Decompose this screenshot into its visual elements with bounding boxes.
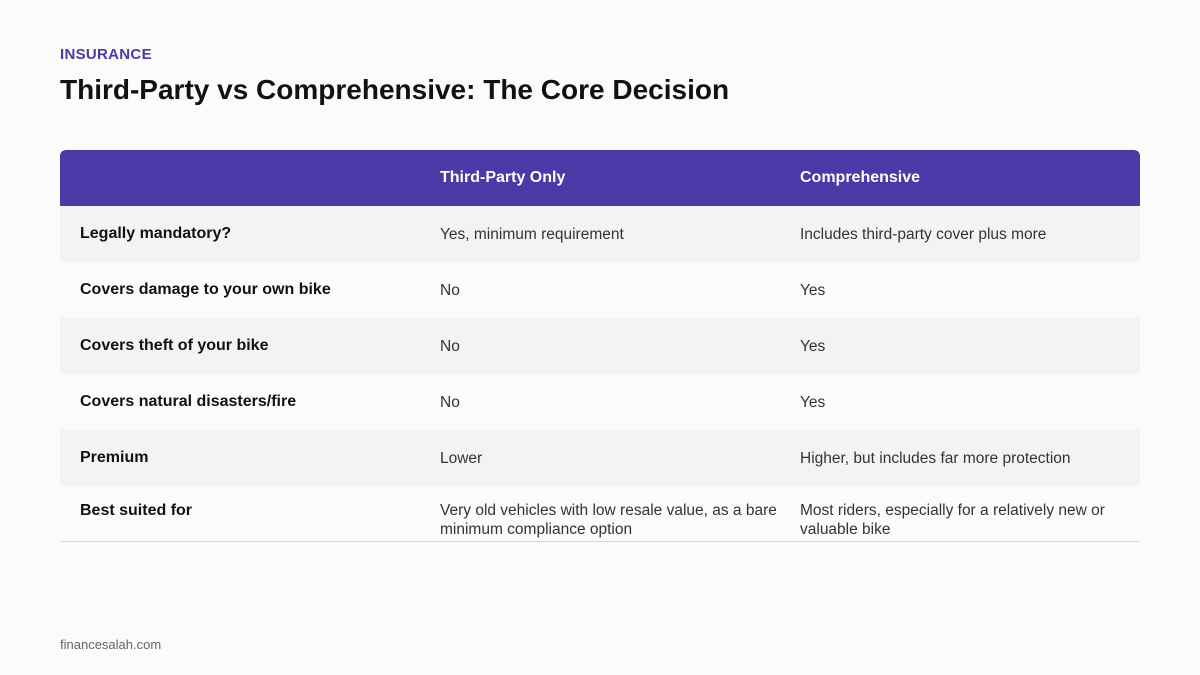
source-footer: financesalah.com xyxy=(60,637,162,652)
table-header: Third-Party Only Comprehensive xyxy=(60,150,1140,206)
third-party-cell: Very old vehicles with low resale value,… xyxy=(440,502,777,538)
comparison-table: Third-Party Only Comprehensive Legally m… xyxy=(60,150,1140,542)
column-header-comprehensive: Comprehensive xyxy=(800,169,921,186)
third-party-cell: No xyxy=(440,393,460,411)
comprehensive-cell: Most riders, especially for a relatively… xyxy=(800,502,1105,538)
table-row: Covers damage to your own bike No Yes xyxy=(60,262,1140,318)
comprehensive-cell: Includes third-party cover plus more xyxy=(800,225,1047,243)
table-row: Best suited for Very old vehicles with l… xyxy=(60,486,1140,542)
table-row: Covers natural disasters/fire No Yes xyxy=(60,374,1140,430)
row-label: Best suited for xyxy=(80,502,193,519)
table-row: Premium Lower Higher, but includes far m… xyxy=(60,430,1140,486)
page-title: Third-Party vs Comprehensive: The Core D… xyxy=(60,74,730,105)
comprehensive-cell: Higher, but includes far more protection xyxy=(800,449,1071,467)
row-label: Premium xyxy=(80,449,149,466)
comprehensive-cell: Yes xyxy=(800,281,826,299)
third-party-cell: No xyxy=(440,281,460,299)
third-party-cell: Lower xyxy=(440,449,483,467)
table-row: Covers theft of your bike No Yes xyxy=(60,318,1140,374)
comprehensive-cell: Yes xyxy=(800,393,826,411)
column-header-third-party: Third-Party Only xyxy=(440,169,566,186)
row-label: Legally mandatory? xyxy=(80,225,232,242)
comprehensive-cell: Yes xyxy=(800,337,826,355)
section-label: INSURANCE xyxy=(60,46,152,63)
row-label: Covers damage to your own bike xyxy=(80,281,331,298)
third-party-cell: Yes, minimum requirement xyxy=(440,225,624,243)
row-label: Covers natural disasters/fire xyxy=(80,393,297,410)
third-party-cell: No xyxy=(440,337,460,355)
row-label: Covers theft of your bike xyxy=(80,337,269,354)
table-row: Legally mandatory? Yes, minimum requirem… xyxy=(60,206,1140,262)
